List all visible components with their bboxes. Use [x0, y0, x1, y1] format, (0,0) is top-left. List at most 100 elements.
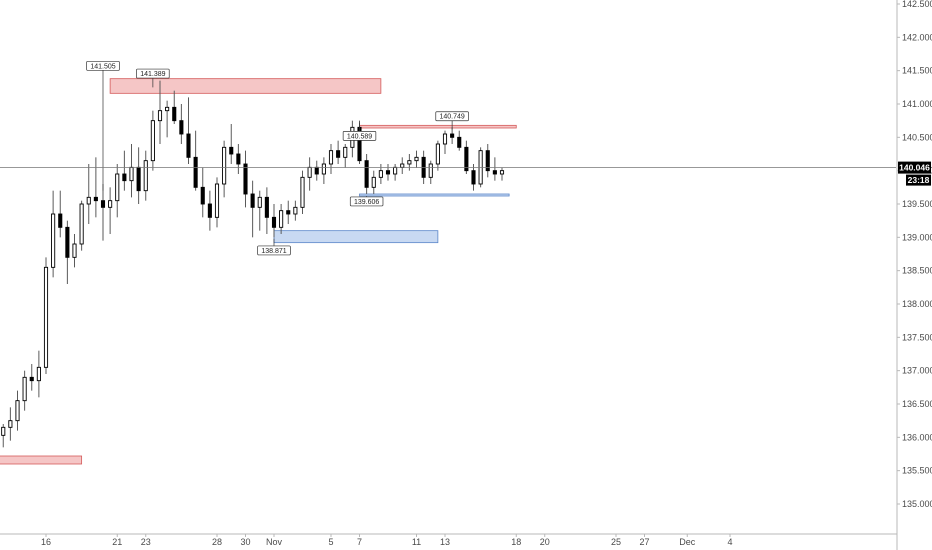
candle-body	[385, 170, 391, 175]
time-tick-label: 13	[440, 537, 450, 547]
price-tick-label: 139.500	[902, 199, 932, 209]
time-tick-label: Nov	[266, 537, 283, 547]
price-tick-label: 136.500	[902, 399, 932, 409]
zone-demand-3[interactable]	[273, 230, 439, 244]
time-tick-label: Dec	[679, 537, 696, 547]
price-tick-label: 137.500	[902, 332, 932, 342]
candle-body	[72, 243, 77, 258]
price-tick-label: 136.000	[902, 432, 932, 442]
price-axis[interactable]: 142.500 142.000 141.500 141.000 140.500 140.0…	[896, 0, 932, 550]
annotation-label: 140.749	[439, 114, 464, 121]
annotation-box[interactable]	[257, 245, 291, 256]
candle-body	[485, 150, 490, 172]
candle-body	[435, 143, 440, 165]
zone-supply-1[interactable]	[359, 124, 517, 129]
candle-body	[115, 173, 120, 202]
candle-body	[200, 186, 205, 205]
time-tick-label: 5	[328, 537, 333, 547]
price-tick-label: 142.000	[902, 32, 932, 42]
countdown-label: 23:18	[908, 175, 930, 185]
candle-body	[122, 173, 127, 182]
candle-body	[22, 376, 27, 402]
annotation-box[interactable]	[136, 68, 170, 79]
candle-body	[371, 176, 376, 188]
candle-body	[243, 163, 248, 195]
time-tick-label: 27	[639, 537, 649, 547]
candle-body	[36, 366, 41, 382]
zone-supply-0[interactable]	[109, 78, 382, 94]
candle-body	[378, 170, 383, 178]
candle-body	[293, 206, 298, 215]
price-tick-label: 135.500	[902, 466, 932, 476]
candle-body	[93, 196, 98, 202]
annotations-layer: 141.505 141.389 140.589 140.749 139.606 138.8…	[86, 60, 469, 256]
time-tick-label: 7	[357, 537, 362, 547]
candle-body	[222, 146, 227, 185]
candle-body	[307, 166, 312, 178]
candle-body	[450, 133, 455, 138]
candle-body	[492, 170, 497, 175]
candles-layer	[1, 80, 505, 448]
candle-body	[108, 200, 113, 208]
price-tick-label: 141.500	[902, 66, 932, 76]
candle-body	[179, 120, 184, 135]
annotation-box[interactable]	[342, 131, 377, 141]
candle-body	[364, 160, 369, 188]
candle-body	[172, 106, 177, 122]
candle-body	[229, 146, 234, 155]
time-tick-label: 30	[240, 537, 250, 547]
candle-body	[15, 400, 20, 422]
candle-body	[8, 420, 13, 428]
candle-body	[165, 106, 170, 112]
candle-body	[65, 226, 70, 258]
annotation-box[interactable]	[435, 111, 469, 122]
candle-body	[193, 156, 198, 188]
time-tick-label: 11	[412, 537, 421, 547]
zone-supply-4[interactable]	[0, 455, 83, 465]
annotation-box[interactable]	[349, 196, 384, 207]
candle-body	[414, 156, 419, 162]
candle-body	[143, 160, 148, 192]
countdown-badge	[906, 174, 931, 186]
zone-demand-2[interactable]	[359, 193, 510, 197]
candle-body	[471, 170, 476, 185]
annotation-box[interactable]	[86, 60, 120, 71]
candle-body	[51, 213, 56, 268]
current-price-label: 140.046	[899, 163, 930, 173]
candle-body	[236, 153, 241, 165]
candle-body	[499, 170, 505, 175]
time-tick-label: 21	[112, 537, 122, 547]
candle-body	[150, 120, 155, 162]
candle-body	[400, 163, 405, 168]
candle-body	[129, 166, 134, 182]
price-tick-label: 139.000	[902, 232, 932, 242]
candle-body	[271, 216, 277, 228]
candle-body	[393, 166, 398, 175]
candle-body	[300, 176, 305, 208]
candle-body	[328, 150, 334, 165]
candle-body	[407, 160, 412, 165]
candle-body	[250, 193, 255, 208]
candle-body	[428, 163, 433, 178]
annotation-label: 141.505	[90, 63, 115, 70]
time-tick-label: 20	[540, 537, 550, 547]
price-tick-label: 135.000	[902, 499, 932, 509]
price-tick-label: 137.000	[902, 366, 932, 376]
price-tick-label: 141.000	[902, 99, 932, 109]
time-tick-label: 18	[511, 537, 521, 547]
candle-body	[336, 150, 341, 158]
candle-body	[442, 133, 448, 145]
annotation-label: 138.871	[261, 248, 286, 255]
candle-body	[58, 213, 63, 228]
price-tick-label: 142.500	[902, 0, 932, 9]
candle-body	[464, 146, 469, 172]
annotation-label: 141.389	[140, 71, 165, 78]
price-tick-label: 138.500	[902, 266, 932, 276]
time-axis[interactable]: 16 21 23 28 30 Nov 5 7 11 13 18 20 25 27 Dec 4	[0, 533, 897, 547]
time-tick-label: 28	[212, 537, 222, 547]
time-tick-label: 23	[141, 537, 151, 547]
candle-body	[43, 266, 49, 368]
candle-body	[257, 196, 262, 208]
